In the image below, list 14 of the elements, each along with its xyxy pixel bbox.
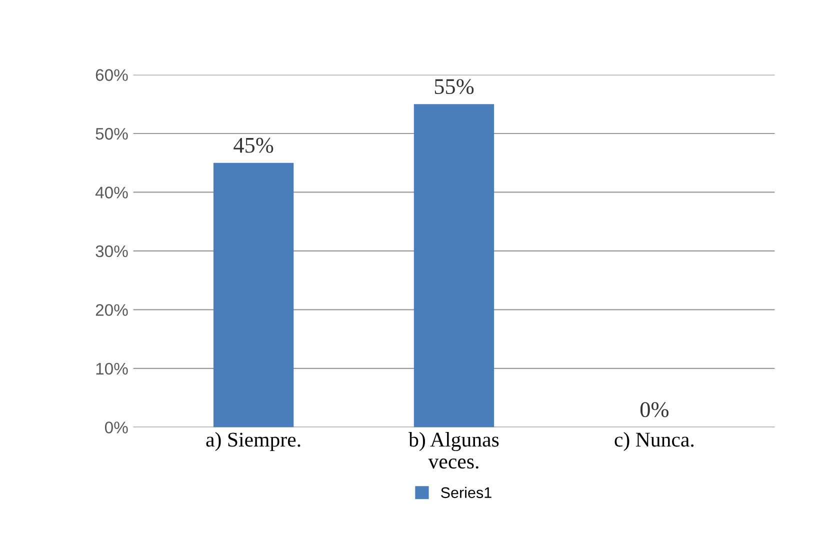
y-tick-label: 60%: [96, 69, 128, 81]
y-tick-label: 0%: [104, 422, 128, 434]
legend-label: Series1: [441, 486, 492, 498]
x-tick-label: a) Siempre.: [206, 432, 300, 451]
y-tick-label: 50%: [96, 128, 128, 140]
y-tick-label: 30%: [96, 245, 128, 258]
data-label: 55%: [434, 79, 474, 94]
y-tick-label: 40%: [95, 186, 128, 198]
y-tick-label: 10%: [96, 362, 128, 375]
x-tick-label: c) Nunca.: [614, 432, 694, 451]
x-tick-label: b) Algunas veces.: [408, 432, 499, 469]
data-label: 45%: [234, 138, 274, 153]
y-tick-label: 20%: [96, 304, 128, 316]
data-label: 0%: [640, 402, 668, 418]
